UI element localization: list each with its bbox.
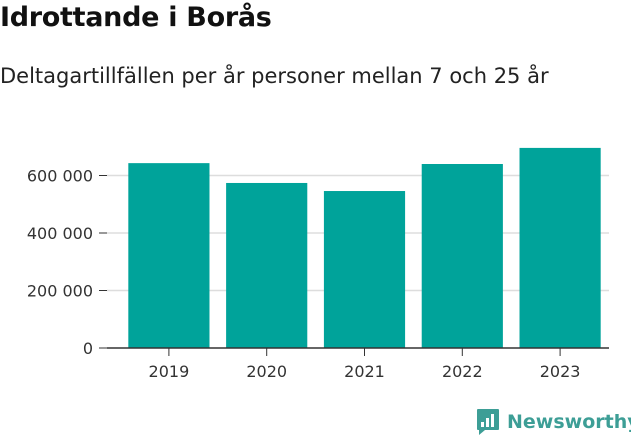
x-tick-label: 2023 [540, 362, 581, 381]
bar-2020 [226, 182, 308, 348]
y-axis-ticks: 0 200 000 400 000 600 000 [27, 167, 107, 358]
y-tick-label: 400 000 [27, 224, 93, 243]
bar-2019 [128, 163, 210, 348]
bar-2023 [519, 147, 601, 348]
brand-logo: Newsworthy [476, 407, 631, 437]
x-tick-label: 2022 [442, 362, 483, 381]
brand-name: Newsworthy [507, 411, 631, 433]
newsworthy-logo-icon [477, 409, 499, 435]
y-tick-label: 600 000 [27, 167, 93, 186]
x-axis-ticks: 2019 2020 2021 2022 2023 [149, 348, 581, 381]
bars [128, 147, 601, 348]
chart-title: Idrottande i Borås [0, 2, 272, 33]
x-tick-label: 2021 [344, 362, 385, 381]
bar-2022 [421, 164, 503, 348]
y-tick-label: 0 [83, 339, 93, 358]
chart-subtitle: Deltagartillfällen per år personer mella… [0, 64, 549, 88]
y-tick-label: 200 000 [27, 282, 93, 301]
bar-2021 [323, 191, 406, 348]
x-tick-label: 2019 [149, 362, 190, 381]
x-tick-label: 2020 [246, 362, 287, 381]
